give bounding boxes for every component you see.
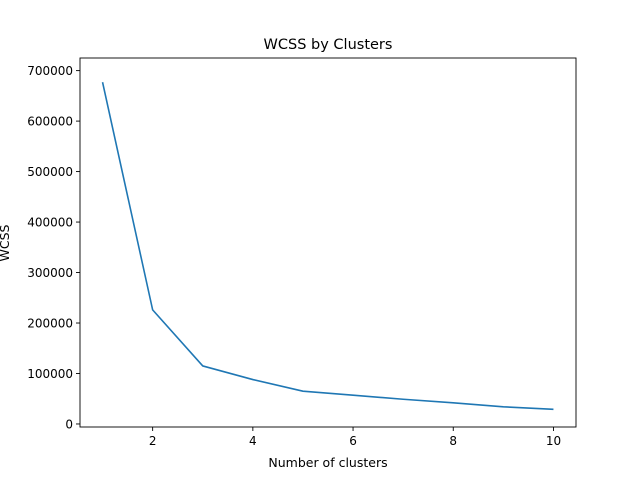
y-tick-label: 0 xyxy=(65,417,73,431)
x-tick-label: 2 xyxy=(149,434,157,448)
x-tick-label: 4 xyxy=(249,434,257,448)
x-tick-label: 6 xyxy=(349,434,357,448)
chart-title: WCSS by Clusters xyxy=(264,37,393,53)
y-axis-ticks: 0 100000 200000 300000 400000 500000 600000 700… xyxy=(27,64,80,431)
x-tick-label: 8 xyxy=(449,434,457,448)
plot-area xyxy=(79,57,577,428)
x-axis-ticks: 2 4 6 8 10 xyxy=(149,427,561,448)
y-tick-label: 500000 xyxy=(27,165,73,179)
y-tick-label: 400000 xyxy=(27,216,73,230)
x-axis-label: Number of clusters xyxy=(268,455,387,470)
y-tick-label: 600000 xyxy=(27,115,73,129)
axes-frame xyxy=(79,57,577,428)
series-line-0 xyxy=(101,82,554,411)
y-tick-label: 100000 xyxy=(27,367,73,381)
y-tick-label: 700000 xyxy=(27,64,73,78)
y-axis-label: WCSS xyxy=(0,224,12,261)
y-tick-label: 200000 xyxy=(27,317,73,331)
x-tick-label: 10 xyxy=(546,434,561,448)
y-tick-label: 300000 xyxy=(27,266,73,280)
